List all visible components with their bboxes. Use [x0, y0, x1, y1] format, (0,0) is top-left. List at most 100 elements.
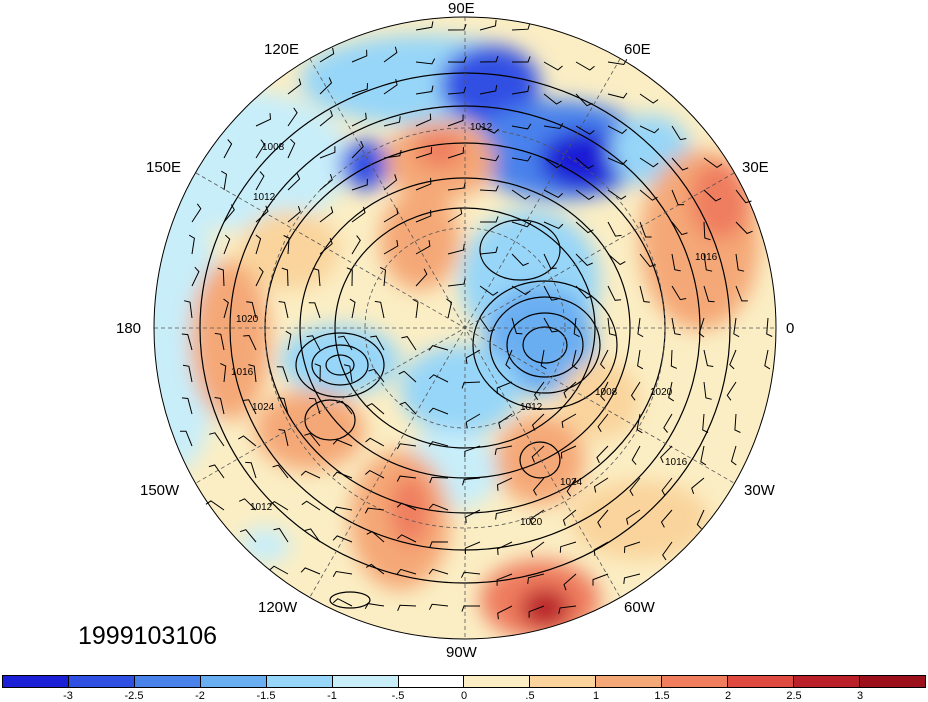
wind-barb — [631, 445, 641, 465]
wind-barb — [246, 301, 257, 319]
wind-barb — [223, 139, 233, 159]
wind-barb — [314, 363, 321, 383]
wind-barb — [415, 240, 431, 255]
wind-barb — [401, 336, 417, 351]
colorbar-tick-label: -.5 — [391, 690, 405, 702]
contour-label: 1016 — [665, 457, 688, 468]
wind-barb — [543, 157, 563, 169]
wind-barb — [662, 541, 673, 561]
colorbar-swatch — [200, 676, 267, 687]
wind-barb — [276, 366, 289, 383]
wind-barb — [447, 207, 463, 223]
wind-barb — [703, 253, 713, 272]
wind-barb — [428, 407, 449, 415]
wind-barb — [383, 116, 401, 127]
colorbar-swatch — [266, 676, 333, 687]
colorbar-tick-label: 0 — [460, 690, 468, 702]
wind-barb — [383, 174, 398, 191]
wind-barb — [446, 298, 453, 319]
wind-barb — [597, 509, 609, 528]
wind-barb — [312, 267, 321, 287]
wind-barb — [351, 83, 368, 95]
wind-barb — [639, 189, 658, 201]
wind-barb — [191, 266, 200, 287]
wind-barb — [255, 171, 265, 191]
wind-barb — [660, 509, 673, 528]
wind-barb — [269, 500, 289, 511]
wind-barb — [304, 432, 321, 447]
wind-barb — [319, 146, 336, 159]
wind-barb — [480, 216, 499, 223]
contour-label: 1024 — [560, 477, 583, 488]
wind-barbs — [179, 19, 773, 620]
wind-barb — [639, 93, 659, 104]
wind-barb — [287, 107, 298, 127]
wind-barb — [703, 157, 723, 169]
wind-barb — [243, 334, 257, 351]
contour-label: 1008 — [595, 387, 618, 398]
wind-barb — [396, 534, 417, 543]
wind-barb — [505, 349, 513, 370]
contour-label: 1020 — [236, 314, 259, 325]
wind-barb — [703, 189, 722, 202]
wind-barb — [181, 333, 193, 351]
contour-label: 1012 — [253, 192, 276, 203]
wind-barb — [396, 443, 417, 450]
colorbar-swatch — [596, 676, 663, 687]
wind-barb — [702, 413, 709, 433]
wind-barb — [221, 170, 228, 191]
wind-barb — [575, 157, 594, 169]
wind-barb — [479, 246, 498, 255]
lon-label-30e: 30E — [742, 159, 769, 176]
wind-barb — [428, 568, 449, 575]
lon-label-120w: 120W — [258, 599, 298, 616]
contour-label: 1012 — [520, 402, 543, 413]
wind-barb — [428, 374, 449, 383]
wind-barb — [366, 402, 385, 415]
colorbar-tick-label: -2 — [195, 690, 205, 702]
wind-barb — [242, 399, 257, 415]
wind-barb — [415, 209, 432, 223]
wind-barb — [703, 285, 715, 303]
date-stamp: 1999103106 — [78, 622, 218, 650]
wind-barb — [396, 475, 417, 482]
wind-barb — [397, 604, 417, 611]
wind-barb — [600, 381, 609, 402]
wind-barb — [255, 139, 266, 159]
wind-barb — [205, 500, 225, 511]
wind-barb — [399, 401, 417, 415]
wind-barb — [319, 110, 333, 127]
wind-barb — [607, 221, 622, 237]
wind-barb — [543, 253, 557, 270]
wind-barb — [255, 234, 262, 255]
colorbar-swatch — [398, 676, 465, 687]
wind-barb — [245, 461, 257, 479]
wind-barb — [364, 469, 385, 479]
wind-barb — [624, 541, 641, 553]
wind-barb — [607, 189, 627, 200]
wind-barb — [415, 147, 433, 159]
wind-barb — [332, 506, 353, 513]
wind-barb — [336, 400, 353, 415]
wind-barb — [511, 317, 523, 335]
contour-label: 1024 — [252, 402, 275, 413]
wind-barb — [566, 477, 577, 497]
wind-barb — [543, 189, 564, 199]
wind-barb — [607, 317, 616, 336]
wind-barb — [415, 21, 434, 31]
wind-barb — [563, 573, 577, 591]
wind-barb — [415, 177, 432, 191]
wind-barb — [593, 477, 609, 493]
colorbar-swatch — [68, 676, 135, 687]
lon-label-120e: 120E — [264, 41, 300, 58]
wind-barb — [671, 317, 681, 336]
graticule — [154, 17, 776, 639]
wind-barb — [415, 58, 436, 65]
wind-barb — [670, 349, 677, 369]
wind-barb — [191, 203, 202, 223]
wind-barb — [351, 206, 366, 223]
wind-barb — [255, 113, 272, 127]
wind-barb — [319, 173, 333, 191]
wind-barb — [366, 530, 385, 543]
wind-barb — [661, 477, 673, 496]
